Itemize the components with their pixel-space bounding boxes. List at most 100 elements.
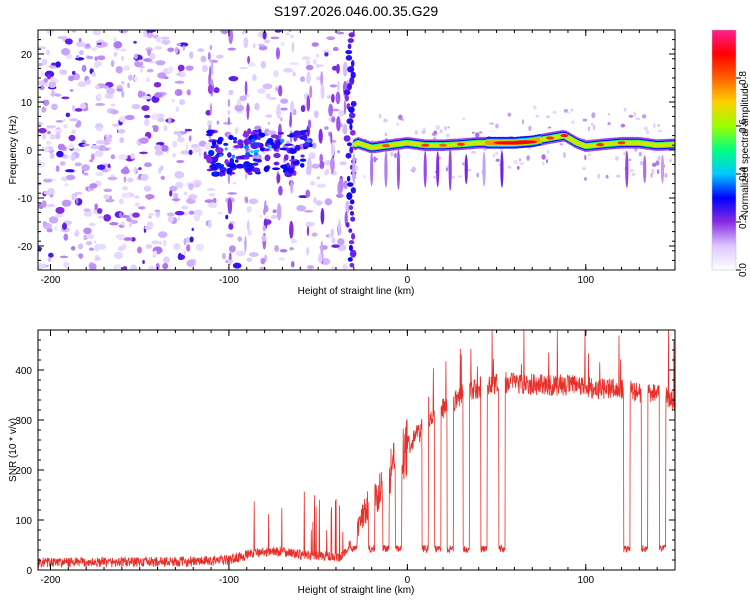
noise-speckle	[160, 36, 170, 40]
noise-speckle	[118, 212, 123, 218]
onset-band	[345, 152, 352, 159]
signal-leakage	[423, 127, 426, 131]
noise-speckle	[74, 191, 83, 195]
noise-speckle	[285, 32, 290, 36]
onset-band	[348, 228, 353, 233]
vertical-streak	[330, 157, 335, 173]
noise-speckle	[97, 55, 106, 61]
noise-speckle	[188, 183, 194, 191]
noise-speckle	[209, 44, 213, 51]
noise-speckle	[110, 109, 119, 115]
low-height-cluster	[247, 128, 252, 135]
noise-speckle	[154, 45, 162, 50]
noise-speckle	[142, 58, 153, 62]
noise-speckle	[48, 216, 59, 224]
noise-speckle	[143, 30, 148, 38]
noise-speckle	[234, 104, 245, 112]
signal-leakage	[616, 174, 621, 178]
noise-speckle	[89, 159, 94, 163]
low-height-cluster	[299, 158, 307, 162]
signal-leakage	[475, 132, 480, 138]
signal-leakage	[628, 158, 632, 162]
noise-speckle	[38, 46, 47, 50]
low-height-cluster	[234, 159, 239, 163]
signal-leakage	[483, 148, 488, 151]
snr-ytick-label: 300	[15, 416, 32, 427]
noise-speckle	[227, 192, 237, 195]
noise-speckle	[273, 70, 279, 78]
onset-band	[348, 112, 356, 119]
vertical-streak	[227, 116, 230, 126]
dropout-tail	[660, 154, 665, 184]
signal-leakage	[608, 113, 611, 116]
vertical-streak	[335, 63, 340, 74]
spectrogram-marks	[38, 30, 675, 270]
noise-speckle	[241, 31, 247, 35]
noise-speckle	[308, 152, 316, 160]
noise-speckle	[191, 193, 196, 201]
noise-speckle	[97, 208, 103, 214]
vertical-streak	[318, 128, 323, 144]
noise-speckle	[98, 144, 107, 152]
dropout-tail	[352, 153, 356, 186]
low-height-cluster	[259, 147, 266, 152]
spectrogram-ylabel: Frequency (Hz)	[8, 116, 19, 185]
noise-speckle	[331, 244, 340, 248]
noise-speckle	[176, 159, 185, 164]
noise-speckle	[81, 64, 87, 73]
low-height-cluster	[210, 163, 217, 169]
noise-speckle	[95, 126, 103, 132]
noise-speckle	[118, 245, 124, 252]
noise-speckle	[146, 68, 154, 73]
noise-speckle	[93, 61, 103, 67]
noise-speckle	[72, 104, 76, 112]
signal-leakage	[559, 143, 564, 146]
low-height-cluster	[226, 167, 233, 175]
signal-leakage	[633, 111, 637, 117]
spectrogram-ytick-label: -20	[18, 242, 33, 253]
signal-leakage	[631, 172, 636, 176]
onset-band	[344, 94, 349, 102]
tone-hotspot	[596, 143, 605, 147]
low-height-cluster	[263, 166, 270, 173]
low-height-cluster	[273, 144, 278, 149]
onset-band	[350, 216, 356, 222]
noise-speckle	[178, 42, 189, 47]
noise-speckle	[41, 58, 48, 66]
signal-leakage	[519, 162, 525, 165]
noise-speckle	[204, 199, 215, 204]
low-height-cluster	[237, 139, 244, 146]
vertical-streak	[263, 205, 269, 213]
noise-speckle	[227, 110, 231, 116]
signal-leakage	[435, 133, 438, 137]
low-height-cluster-core	[306, 139, 311, 143]
noise-speckle	[42, 133, 47, 140]
noise-speckle	[279, 249, 288, 253]
noise-speckle	[228, 223, 234, 230]
vertical-streak	[319, 153, 323, 163]
noise-speckle	[301, 56, 311, 61]
noise-speckle	[107, 167, 112, 172]
noise-speckle	[71, 30, 77, 33]
low-height-cluster-core	[219, 153, 223, 157]
low-height-cluster	[228, 162, 237, 169]
noise-speckle	[65, 169, 75, 173]
signal-leakage	[620, 123, 626, 128]
noise-speckle	[167, 215, 174, 223]
noise-speckle	[130, 264, 137, 270]
low-height-cluster	[214, 164, 224, 169]
spectrogram-xtick-label: -200	[40, 275, 60, 286]
noise-speckle	[312, 58, 317, 65]
noise-speckle	[163, 256, 170, 264]
noise-speckle	[186, 89, 191, 96]
noise-speckle	[109, 222, 119, 226]
noise-speckle	[194, 214, 201, 222]
onset-band	[343, 135, 351, 142]
noise-speckle	[257, 43, 265, 47]
colorbar-tick-label: 0.2	[738, 215, 749, 229]
low-height-cluster	[232, 136, 238, 141]
noise-speckle	[121, 221, 125, 226]
noise-speckle	[227, 152, 232, 158]
onset-band	[350, 187, 356, 194]
vertical-streak	[276, 203, 282, 221]
